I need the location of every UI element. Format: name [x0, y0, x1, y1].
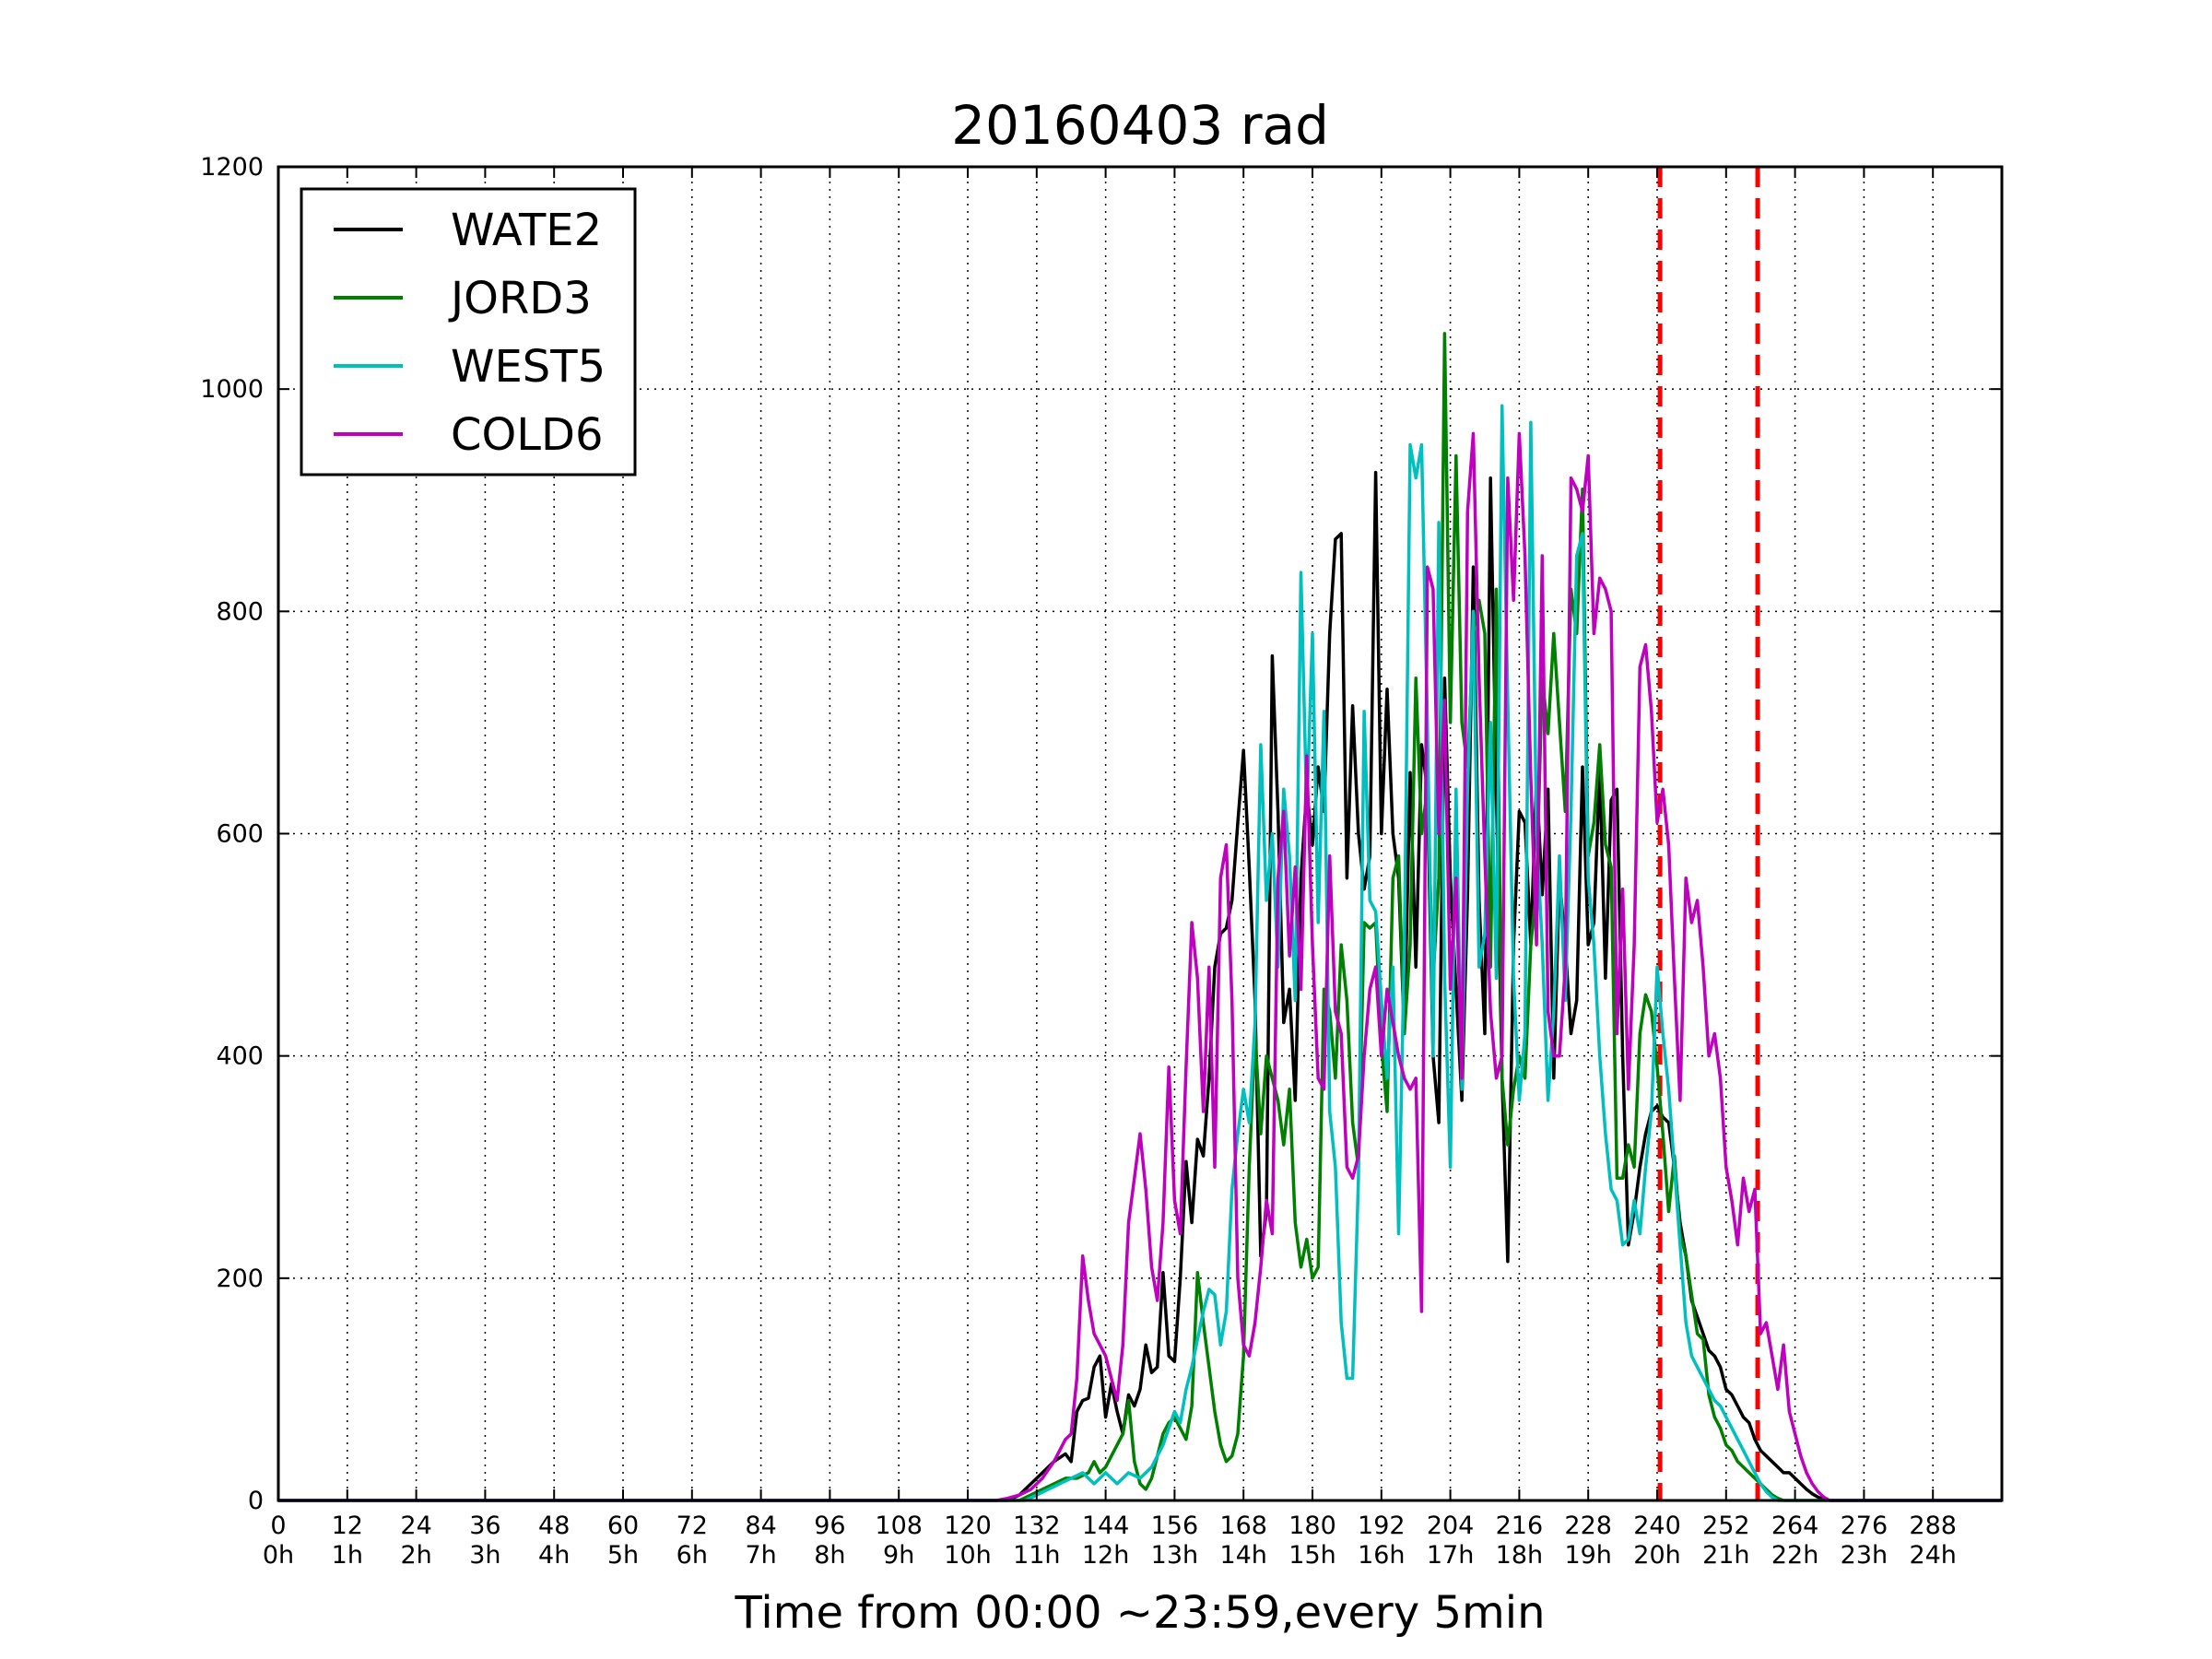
x-tick-hour-label: 22h [1771, 1541, 1818, 1570]
x-tick-label: 72 [677, 1512, 708, 1540]
x-tick-label: 168 [1219, 1512, 1267, 1540]
x-tick-hour-label: 16h [1358, 1541, 1405, 1570]
x-tick-label: 228 [1564, 1512, 1612, 1540]
x-tick-hour-label: 11h [1013, 1541, 1060, 1570]
x-tick-hour-label: 1h [332, 1541, 363, 1570]
x-tick-hour-label: 14h [1219, 1541, 1266, 1570]
x-tick-hour-label: 4h [538, 1541, 570, 1570]
x-tick-hour-label: 15h [1288, 1541, 1335, 1570]
x-tick-hour-label: 2h [400, 1541, 431, 1570]
x-tick-label: 60 [607, 1512, 639, 1540]
x-tick-hour-label: 9h [883, 1541, 914, 1570]
x-tick-label: 204 [1427, 1512, 1475, 1540]
x-tick-label: 132 [1013, 1512, 1061, 1540]
x-tick-label: 84 [745, 1512, 776, 1540]
series-line-cold6 [278, 431, 2002, 1502]
x-tick-label: 156 [1151, 1512, 1199, 1540]
y-tick-label: 800 [216, 597, 264, 626]
x-tick-hour-label: 5h [607, 1541, 639, 1570]
y-tick-label: 0 [248, 1487, 264, 1515]
x-tick-label: 48 [538, 1512, 570, 1540]
x-tick-label: 24 [400, 1512, 431, 1540]
y-tick-label: 1200 [200, 153, 264, 182]
x-tick-label: 120 [944, 1512, 992, 1540]
y-tick-label: 1000 [200, 375, 264, 404]
x-tick-hour-label: 20h [1633, 1541, 1680, 1570]
x-tick-label: 192 [1358, 1512, 1406, 1540]
series-line-west5 [278, 404, 2002, 1502]
x-tick-hour-label: 19h [1564, 1541, 1611, 1570]
y-tick-label: 600 [216, 820, 264, 849]
legend: WATE2 JORD3 WEST5 COLD6 [300, 187, 637, 477]
legend-box [300, 187, 637, 477]
chart-title: 20160403 rad [951, 94, 1329, 157]
y-tick-label: 200 [216, 1265, 264, 1293]
series-lines [278, 332, 2002, 1502]
x-tick-hour-label: 10h [944, 1541, 991, 1570]
x-tick-label: 12 [332, 1512, 363, 1540]
axis-ticks: 00h121h242h363h484h605h726h847h968h1089h… [200, 153, 2002, 1570]
legend-entry-label: WEST5 [451, 341, 606, 393]
x-tick-hour-label: 24h [1909, 1541, 1956, 1570]
legend-entry-label: COLD6 [451, 409, 604, 461]
x-tick-hour-label: 12h [1082, 1541, 1129, 1570]
x-tick-hour-label: 6h [677, 1541, 708, 1570]
x-tick-label: 264 [1771, 1512, 1819, 1540]
x-tick-label: 276 [1841, 1512, 1888, 1540]
y-tick-label: 400 [216, 1042, 264, 1071]
x-tick-label: 0 [270, 1512, 286, 1540]
x-tick-label: 108 [875, 1512, 923, 1540]
x-tick-label: 180 [1288, 1512, 1336, 1540]
x-tick-hour-label: 0h [263, 1541, 294, 1570]
x-tick-hour-label: 21h [1702, 1541, 1749, 1570]
x-tick-label: 216 [1496, 1512, 1544, 1540]
x-tick-hour-label: 7h [745, 1541, 776, 1570]
x-tick-hour-label: 18h [1496, 1541, 1543, 1570]
x-tick-hour-label: 17h [1427, 1541, 1474, 1570]
x-tick-hour-label: 3h [469, 1541, 500, 1570]
x-tick-label: 36 [469, 1512, 500, 1540]
x-tick-hour-label: 13h [1151, 1541, 1198, 1570]
x-tick-hour-label: 23h [1841, 1541, 1888, 1570]
x-tick-label: 252 [1702, 1512, 1750, 1540]
x-tick-hour-label: 8h [814, 1541, 845, 1570]
legend-entry-label: JORD3 [448, 273, 592, 324]
x-tick-label: 96 [814, 1512, 845, 1540]
x-axis-label: Time from 00:00 ~23:59,every 5min [735, 1587, 1546, 1639]
x-tick-label: 144 [1082, 1512, 1130, 1540]
x-tick-label: 288 [1909, 1512, 1957, 1540]
x-tick-label: 240 [1633, 1512, 1681, 1540]
plot-frame [276, 165, 2004, 1502]
legend-entry-label: WATE2 [451, 205, 602, 256]
